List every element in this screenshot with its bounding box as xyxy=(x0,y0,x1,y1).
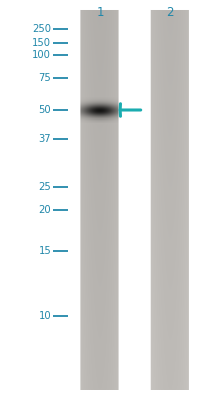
Text: 10: 10 xyxy=(38,311,51,321)
Text: 2: 2 xyxy=(166,6,173,19)
Text: 100: 100 xyxy=(32,50,51,60)
Text: 250: 250 xyxy=(32,24,51,34)
Text: 37: 37 xyxy=(38,134,51,144)
Text: 15: 15 xyxy=(38,246,51,256)
Text: 1: 1 xyxy=(96,6,104,19)
Text: 50: 50 xyxy=(38,105,51,115)
Text: 150: 150 xyxy=(32,38,51,48)
Text: 25: 25 xyxy=(38,182,51,192)
Text: 75: 75 xyxy=(38,73,51,83)
Text: 20: 20 xyxy=(38,205,51,214)
